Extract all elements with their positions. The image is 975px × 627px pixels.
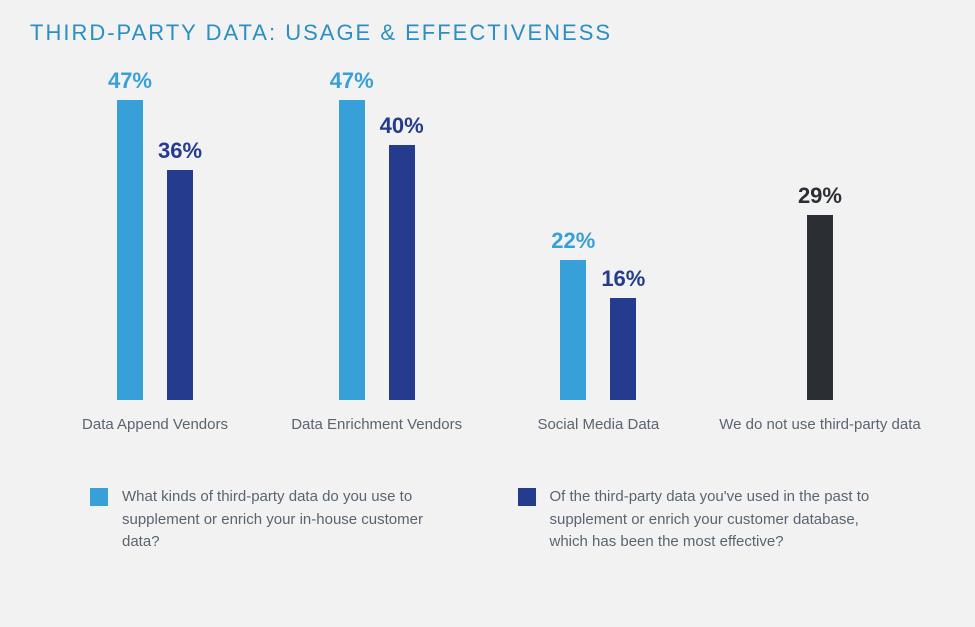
bar-value-label: 40% (380, 113, 424, 139)
bar-group: 22%16% Social Media Data (493, 60, 703, 456)
bar-value-label: 47% (108, 68, 152, 94)
bar (610, 298, 636, 400)
chart-plot-area: 47%36%Data Append Vendors47%40%Data Enri… (30, 76, 945, 456)
category-label: Data Append Vendors (82, 414, 228, 456)
bar-group: 29% We do not use third-party data (715, 60, 925, 456)
bar-value-label: 22% (551, 228, 595, 254)
bar (117, 100, 143, 400)
legend-text: Of the third-party data you've used in t… (550, 486, 886, 554)
bar (167, 170, 193, 400)
bar-wrap: 47% (330, 60, 374, 400)
bar (560, 260, 586, 400)
category-label: We do not use third-party data (719, 414, 921, 456)
bar-wrap: 29% (798, 60, 842, 400)
legend-swatch (518, 488, 536, 506)
bar-group: 47%40% Data Enrichment Vendors (272, 60, 482, 456)
bar-cluster: 47%40% (330, 60, 424, 400)
bar-wrap: 16% (601, 60, 645, 400)
bar-value-label: 16% (601, 266, 645, 292)
bar (339, 100, 365, 400)
bar-wrap: 40% (380, 60, 424, 400)
legend-item: Of the third-party data you've used in t… (518, 486, 886, 554)
chart-legend: What kinds of third-party data do you us… (30, 466, 945, 554)
bar (807, 215, 833, 400)
bar-wrap: 47% (108, 60, 152, 400)
category-label: Data Enrichment Vendors (291, 414, 462, 456)
legend-text: What kinds of third-party data do you us… (122, 486, 458, 554)
bar-wrap: 36% (158, 60, 202, 400)
bar-cluster: 47% 36% (108, 60, 202, 400)
chart-title: THIRD-PARTY DATA: USAGE & EFFECTIVENESS (30, 20, 945, 46)
bar (389, 145, 415, 400)
legend-swatch (90, 488, 108, 506)
category-label: Social Media Data (537, 414, 659, 456)
bar-wrap: 22% (551, 60, 595, 400)
bar-value-label: 36% (158, 138, 202, 164)
bar-value-label: 47% (330, 68, 374, 94)
bar-cluster: 22%16% (551, 60, 645, 400)
bar-value-label: 29% (798, 183, 842, 209)
bar-group: 47% 36% Data Append Vendors (50, 60, 260, 456)
bar-cluster: 29% (798, 60, 842, 400)
legend-item: What kinds of third-party data do you us… (90, 486, 458, 554)
